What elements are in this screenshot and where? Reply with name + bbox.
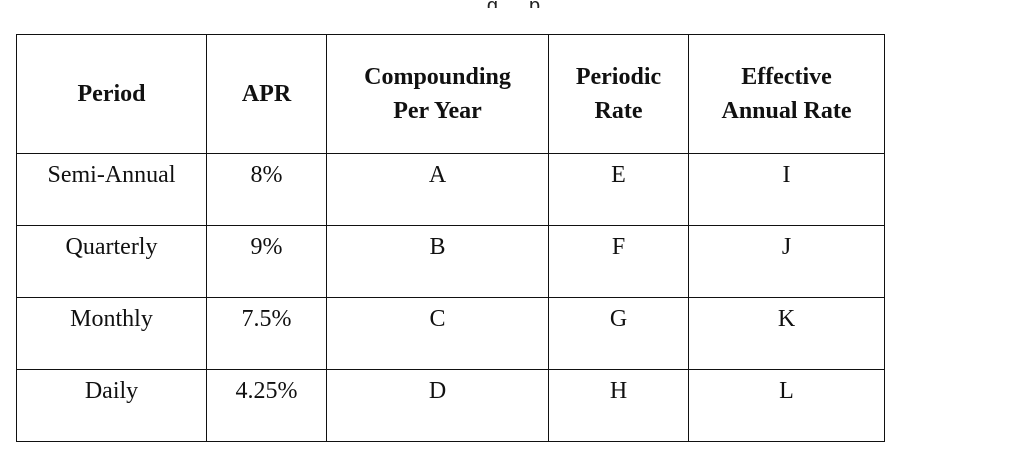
cell-periodic-rate: E xyxy=(548,153,689,226)
cell-period: Semi-Annual xyxy=(16,153,207,226)
table-header-row: Period APR Compounding Per Year Periodic… xyxy=(16,34,885,154)
cell-period: Monthly xyxy=(16,297,207,370)
header-apr-line-1: APR xyxy=(241,81,292,107)
cell-apr: 8% xyxy=(206,153,327,226)
cell-apr: 7.5% xyxy=(206,297,327,370)
header-apr: APR xyxy=(206,34,327,154)
header-period-line-1: Period xyxy=(77,81,146,107)
header-effective-line-2: Annual Rate xyxy=(721,98,852,124)
header-periodic-line-2: Rate xyxy=(594,98,643,124)
cell-period: Daily xyxy=(16,369,207,442)
header-periodic-rate: Periodic Rate xyxy=(548,34,689,154)
table-row: Quarterly 9% B F J xyxy=(16,225,885,298)
cell-compounding: C xyxy=(326,297,549,370)
cell-effective-rate: L xyxy=(688,369,885,442)
header-period: Period xyxy=(16,34,207,154)
cell-apr: 9% xyxy=(206,225,327,298)
cell-effective-rate: K xyxy=(688,297,885,370)
header-compounding-line-2: Per Year xyxy=(393,98,482,124)
cell-compounding: A xyxy=(326,153,549,226)
interest-rate-table: Period APR Compounding Per Year Periodic… xyxy=(16,34,885,442)
cell-compounding: B xyxy=(326,225,549,298)
table-row: Semi-Annual 8% A E I xyxy=(16,153,885,226)
cell-effective-rate: J xyxy=(688,225,885,298)
table-row: Daily 4.25% D H L xyxy=(16,369,885,442)
caption-fragment-text: g … p xyxy=(487,0,540,8)
caption-fragment: g … p xyxy=(0,0,1027,8)
table-row: Monthly 7.5% C G K xyxy=(16,297,885,370)
header-periodic-line-1: Periodic xyxy=(575,64,662,90)
cell-compounding: D xyxy=(326,369,549,442)
cell-period: Quarterly xyxy=(16,225,207,298)
cell-periodic-rate: G xyxy=(548,297,689,370)
cell-periodic-rate: F xyxy=(548,225,689,298)
cell-periodic-rate: H xyxy=(548,369,689,442)
header-compounding-per-year: Compounding Per Year xyxy=(326,34,549,154)
header-effective-annual-rate: Effective Annual Rate xyxy=(688,34,885,154)
header-effective-line-1: Effective xyxy=(741,64,832,90)
cell-apr: 4.25% xyxy=(206,369,327,442)
cell-effective-rate: I xyxy=(688,153,885,226)
header-compounding-line-1: Compounding xyxy=(364,64,511,90)
